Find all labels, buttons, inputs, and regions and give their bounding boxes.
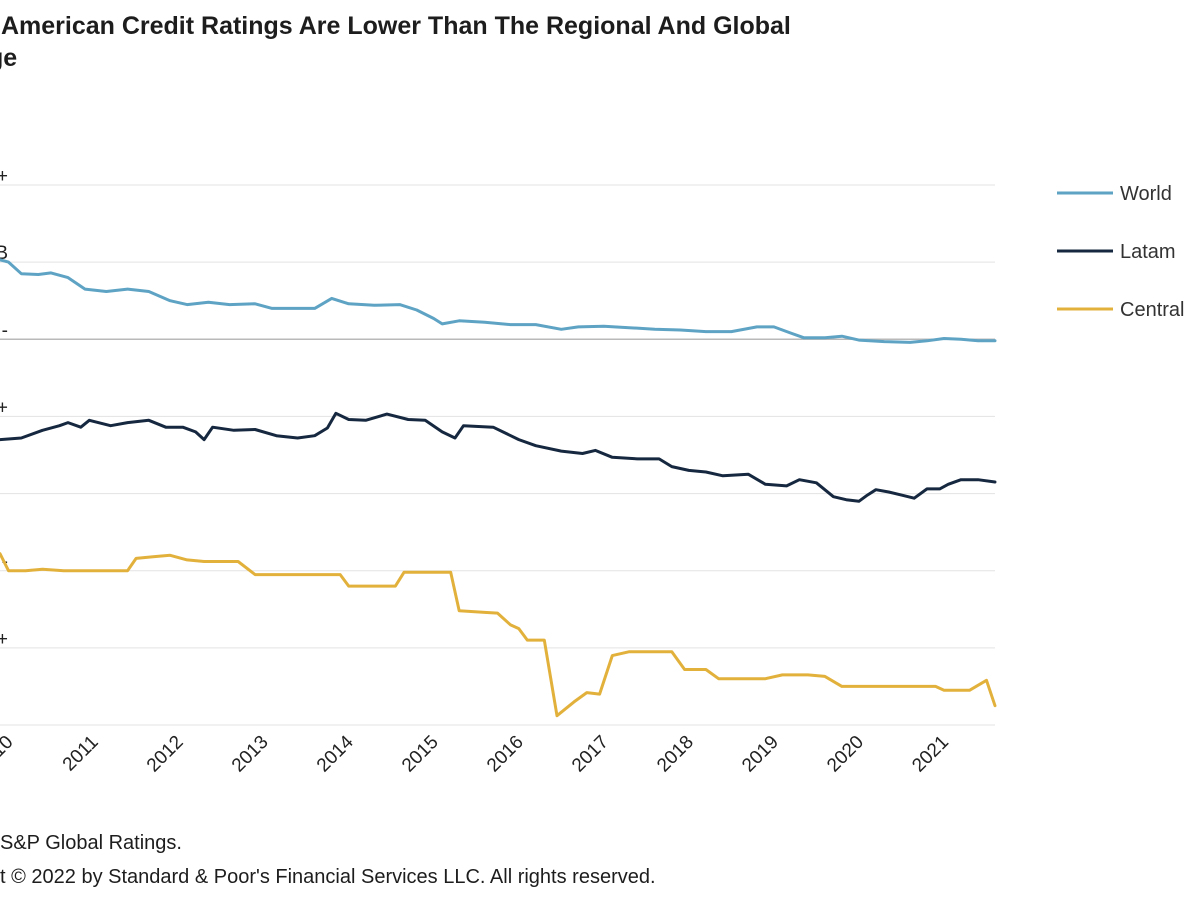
x-tick-label-1: 2011: [59, 732, 103, 776]
x-tick-label-10: 2020: [823, 732, 868, 777]
series-line-world: [0, 258, 997, 344]
y-tick-label-3: +: [0, 397, 8, 418]
x-tick-label-8: 2018: [653, 732, 698, 777]
gridlines: [0, 184, 995, 726]
series-line-latam: [0, 411, 997, 503]
series-lines: [0, 258, 997, 718]
x-tick-label-0: 10: [0, 732, 18, 762]
x-tick-label-9: 2019: [738, 732, 783, 777]
y-axis-tick-labels: B+B-+-+: [0, 166, 8, 650]
copyright-note: t © 2022 by Standard & Poor's Financial …: [0, 866, 656, 888]
x-tick-label-3: 2013: [228, 732, 273, 777]
legend-label-central: Central: [1120, 299, 1184, 321]
y-tick-label-6: +: [0, 629, 8, 650]
legend-label-latam: Latam: [1120, 241, 1176, 263]
series-line-central: [0, 552, 997, 718]
y-tick-label-0: B+: [0, 166, 8, 187]
chart-title-line-1: l American Credit Ratings Are Lower Than…: [0, 12, 791, 40]
x-tick-label-2: 2012: [143, 732, 188, 777]
y-tick-label-2: -: [2, 320, 8, 341]
legend: World Latam Central: [1057, 183, 1184, 321]
line-chart: B+B-+-+ 10201120122013201420152016201720…: [0, 166, 1184, 776]
x-tick-label-5: 2015: [398, 732, 443, 777]
x-axis-tick-labels: 10 2011 2012 2013 2014 2015 2016 2017 2018 2019 20…: [0, 731, 953, 776]
y-tick-label-1: B: [0, 243, 8, 264]
x-tick-label-6: 2016: [483, 732, 528, 777]
x-tick-label-7: 2017: [568, 732, 613, 777]
source-note: S&P Global Ratings.: [0, 832, 182, 854]
x-tick-label-11: 2021: [908, 732, 953, 777]
legend-label-world: World: [1120, 183, 1172, 205]
x-tick-label-4: 2014: [313, 731, 358, 776]
chart-title: l American Credit Ratings Are Lower Than…: [0, 10, 1000, 74]
chart-title-line-2: ge: [0, 44, 18, 72]
